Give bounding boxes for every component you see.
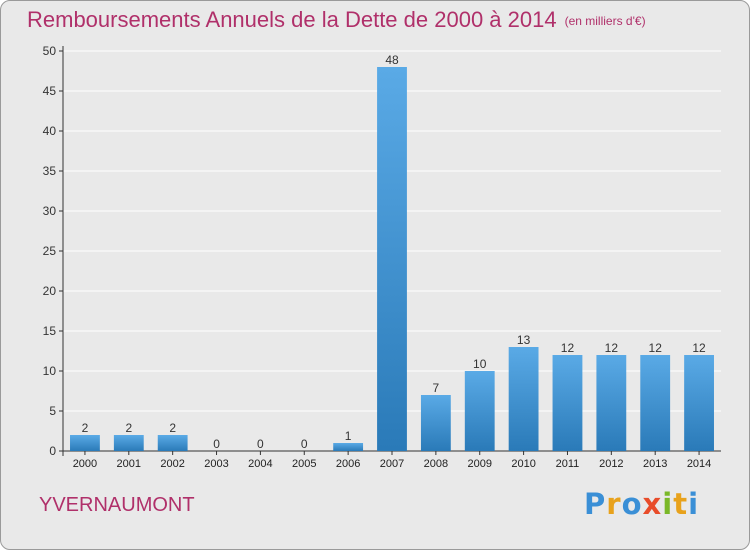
value-label: 7 xyxy=(433,381,440,395)
bar-2002 xyxy=(157,435,188,451)
chart-unit: (en milliers d'€) xyxy=(564,14,646,28)
value-label: 2 xyxy=(125,421,132,435)
x-tick-label: 2001 xyxy=(117,458,141,470)
y-tick-label: 40 xyxy=(43,124,57,138)
x-tick-label: 2009 xyxy=(467,458,491,470)
value-label: 1 xyxy=(345,429,352,443)
bar-2013 xyxy=(640,355,671,451)
value-label: 12 xyxy=(692,341,706,355)
value-label: 10 xyxy=(473,357,487,371)
x-tick-label: 2011 xyxy=(556,458,580,470)
value-label: 12 xyxy=(561,341,575,355)
bar-2009 xyxy=(464,371,495,451)
y-tick-label: 5 xyxy=(49,404,56,418)
logo-letter: o xyxy=(621,487,643,521)
value-label: 0 xyxy=(301,437,308,451)
proxiti-logo: Proxiti xyxy=(584,487,699,521)
y-tick-label: 50 xyxy=(43,44,57,58)
bars xyxy=(70,67,714,451)
y-tick-label: 20 xyxy=(43,284,57,298)
chart-title: Remboursements Annuels de la Dette de 20… xyxy=(27,7,646,33)
value-label: 0 xyxy=(213,437,220,451)
bar-2001 xyxy=(113,435,144,451)
x-tick-label: 2008 xyxy=(424,458,448,470)
x-tick-label: 2006 xyxy=(336,458,360,470)
y-tick-label: 25 xyxy=(43,244,57,258)
bar-2008 xyxy=(420,395,451,451)
value-label: 2 xyxy=(82,421,89,435)
value-label: 12 xyxy=(605,341,619,355)
chart-title-text: Remboursements Annuels de la Dette de 20… xyxy=(27,7,557,32)
y-tick-label: 45 xyxy=(43,84,57,98)
x-tick-label: 2010 xyxy=(511,458,535,470)
x-tick-label: 2012 xyxy=(599,458,623,470)
y-tick-label: 10 xyxy=(43,364,57,378)
bar-2000 xyxy=(70,435,100,451)
x-tick-label: 2002 xyxy=(160,458,184,470)
y-tick-label: 15 xyxy=(43,324,57,338)
y-tick-label: 0 xyxy=(49,444,56,458)
logo-letter: i xyxy=(688,487,700,521)
logo-letter: P xyxy=(584,487,607,521)
x-tick-label: 2013 xyxy=(643,458,667,470)
bar-2012 xyxy=(596,355,627,451)
x-tick-label: 2004 xyxy=(248,458,272,470)
y-tick-label: 30 xyxy=(43,204,57,218)
value-label: 12 xyxy=(649,341,663,355)
x-tick-label: 2003 xyxy=(204,458,228,470)
bar-2007 xyxy=(377,67,407,451)
logo-letter: r xyxy=(606,487,622,521)
x-tick-label: 2005 xyxy=(292,458,316,470)
value-label: 48 xyxy=(385,53,399,67)
bar-2011 xyxy=(552,355,583,451)
y-tick-label: 35 xyxy=(43,164,57,178)
logo-letter: x xyxy=(642,487,663,521)
x-tick-label: 2000 xyxy=(73,458,97,470)
commune-name: YVERNAUMONT xyxy=(39,494,195,516)
bar-2010 xyxy=(508,347,539,451)
logo-letter: t xyxy=(673,487,689,521)
value-labels: 2 2 2 0 0 0 1 48 7 10 13 12 12 12 12 xyxy=(82,53,706,451)
bar-2006 xyxy=(333,443,364,451)
x-tick-label: 2007 xyxy=(380,458,404,470)
x-tick-label: 2014 xyxy=(687,458,711,470)
value-label: 0 xyxy=(257,437,264,451)
bar-2014 xyxy=(684,355,714,451)
value-label: 13 xyxy=(517,333,531,347)
value-label: 2 xyxy=(169,421,176,435)
logo-letter: i xyxy=(662,487,674,521)
